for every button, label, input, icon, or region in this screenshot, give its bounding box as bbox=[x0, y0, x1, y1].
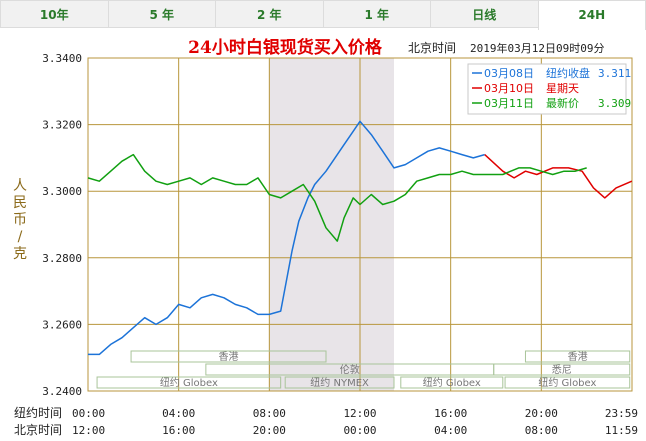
x-tick-label-bj: 20:00 bbox=[253, 424, 286, 437]
x-tick-label-bj: 11:59 bbox=[605, 424, 638, 437]
period-tabs: 10年 5 年 2 年 1 年 日线 24H bbox=[0, 0, 646, 30]
plot-frame bbox=[87, 57, 633, 392]
session-label: 纽约 Globex bbox=[160, 376, 218, 389]
legend-date: 03月10日 bbox=[484, 82, 534, 95]
x-tick-label-bj: 16:00 bbox=[162, 424, 195, 437]
chart-title: 24小时白银现货买入价格 bbox=[188, 37, 383, 58]
tab-daily[interactable]: 日线 bbox=[430, 0, 538, 28]
session-box bbox=[96, 376, 282, 389]
y-axis-label-char: 币 bbox=[13, 212, 27, 228]
series-line bbox=[484, 154, 633, 199]
session-box bbox=[400, 376, 504, 389]
session-box bbox=[284, 376, 395, 389]
x-row-label-ny: 纽约时间 bbox=[14, 405, 62, 420]
y-tick-label: 3.3400 bbox=[42, 52, 82, 65]
session-label: 伦敦 bbox=[340, 363, 360, 376]
y-tick-label: 3.2600 bbox=[42, 318, 82, 331]
x-tick-label-bj: 00:00 bbox=[343, 424, 376, 437]
session-box bbox=[504, 376, 631, 389]
tab-1-year[interactable]: 1 年 bbox=[322, 0, 430, 28]
tab-2-years[interactable]: 2 年 bbox=[215, 0, 323, 28]
x-tick-label-ny: 16:00 bbox=[434, 407, 467, 420]
y-axis-label-char: 克 bbox=[13, 246, 27, 262]
session-label: 纽约 Globex bbox=[423, 376, 481, 389]
session-box bbox=[524, 350, 631, 363]
series-line bbox=[88, 120, 485, 356]
y-axis-label-char: 人 bbox=[13, 178, 27, 194]
y-axis-label-char: 民 bbox=[13, 195, 27, 211]
legend-date: 03月11日 bbox=[484, 97, 534, 110]
y-tick-label: 3.3000 bbox=[42, 185, 82, 198]
y-tick-label: 3.3200 bbox=[42, 119, 82, 132]
chart-legend: 03月08日 纽约收盘 3.311 03月10日 星期天 03月11日 最新价 3.309 bbox=[467, 63, 631, 115]
x-tick-label-ny: 20:00 bbox=[525, 407, 558, 420]
session-label: 纽约 Globex bbox=[538, 376, 596, 389]
x-tick-label-bj: 12:00 bbox=[72, 424, 105, 437]
y-axis-ticks: 3.3400 3.3200 3.3000 3.2800 3.2600 3.2400 bbox=[42, 52, 82, 398]
legend-label: 最新价 bbox=[546, 96, 579, 110]
session-box bbox=[130, 350, 327, 363]
y-axis-label-char: / bbox=[18, 229, 23, 245]
x-tick-label-ny: 12:00 bbox=[343, 407, 376, 420]
chart-grid bbox=[88, 58, 632, 391]
session-label: 香港 bbox=[219, 351, 239, 363]
legend-value: 3.309 bbox=[598, 97, 631, 110]
x-tick-label-ny: 23:59 bbox=[605, 407, 638, 420]
y-axis-label: 人民币/克 bbox=[13, 178, 27, 262]
header-datetime: 2019年03月12日09时09分 bbox=[470, 41, 604, 55]
legend-value: 3.311 bbox=[598, 67, 631, 80]
session-box bbox=[493, 363, 631, 376]
y-tick-label: 3.2400 bbox=[42, 385, 82, 398]
tab-10-years[interactable]: 10年 bbox=[0, 0, 108, 28]
tab-5-years[interactable]: 5 年 bbox=[107, 0, 215, 28]
session-label: 纽约 NYMEX bbox=[310, 376, 369, 389]
x-tick-label-bj: 04:00 bbox=[434, 424, 467, 437]
legend-date: 03月08日 bbox=[484, 67, 534, 80]
x-axis-ticks: 00:00 12:00 04:00 16:00 08:00 20:00 12:00 00:00… bbox=[72, 407, 638, 437]
price-series bbox=[87, 120, 633, 356]
x-row-label-bj: 北京时间 bbox=[14, 423, 62, 437]
session-label: 悉尼 bbox=[552, 364, 572, 376]
y-tick-label: 3.2800 bbox=[42, 252, 82, 265]
header-time-label: 北京时间 bbox=[408, 41, 456, 55]
x-tick-label-ny: 04:00 bbox=[162, 407, 195, 420]
legend-label: 星期天 bbox=[546, 82, 579, 95]
x-tick-label-bj: 08:00 bbox=[525, 424, 558, 437]
session-label: 香港 bbox=[568, 351, 588, 363]
series-line bbox=[87, 153, 587, 242]
legend-box bbox=[467, 63, 627, 115]
legend-label: 纽约收盘 bbox=[546, 66, 590, 80]
x-tick-label-ny: 00:00 bbox=[72, 407, 105, 420]
nymex-session-shading bbox=[269, 58, 394, 391]
tab-24h[interactable]: 24H bbox=[537, 0, 646, 30]
x-tick-label-ny: 08:00 bbox=[253, 407, 286, 420]
